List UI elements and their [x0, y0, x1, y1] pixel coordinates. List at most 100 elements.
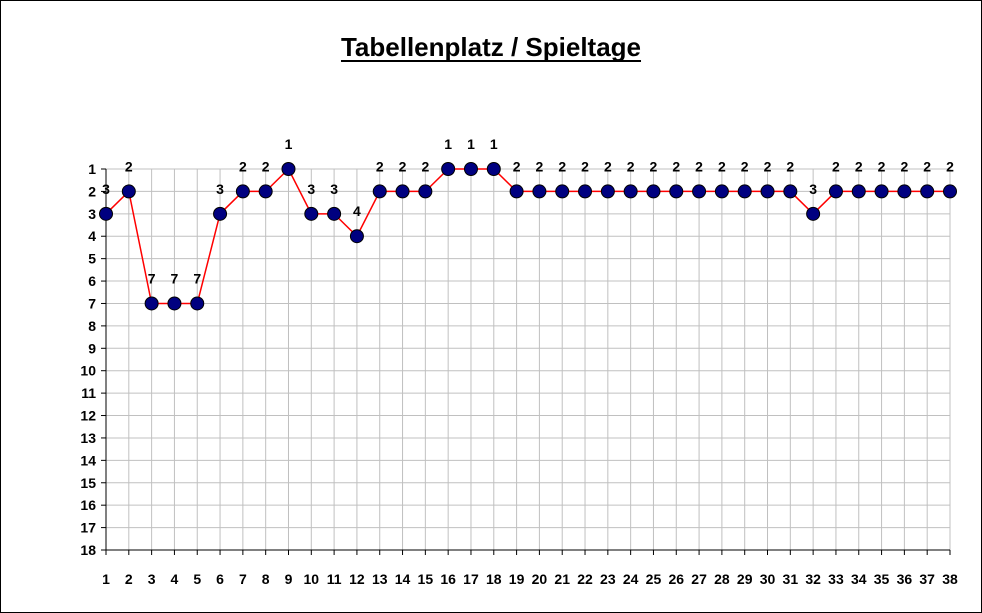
y-tick-label: 4: [88, 228, 96, 244]
y-tick-label: 10: [80, 363, 96, 379]
data-label: 2: [878, 158, 886, 174]
data-label: 2: [764, 158, 772, 174]
x-tick-label: 20: [532, 571, 548, 587]
data-point-marker: [555, 184, 570, 199]
data-point-marker: [418, 184, 433, 199]
x-tick-label: 6: [216, 571, 224, 587]
y-tick-label: 6: [88, 273, 96, 289]
data-point-marker: [99, 206, 113, 221]
x-tick-label: 18: [486, 571, 502, 587]
x-tick-label: 36: [897, 571, 913, 587]
data-point-marker: [213, 206, 228, 221]
data-label: 2: [125, 158, 133, 174]
data-point-marker: [349, 229, 364, 244]
data-label: 2: [627, 158, 635, 174]
data-label: 4: [353, 203, 361, 219]
y-tick-label: 11: [81, 385, 96, 401]
y-tick-label: 2: [88, 183, 96, 199]
x-tick-label: 25: [646, 571, 662, 587]
x-tick-label: 7: [239, 571, 247, 587]
x-tick-label: 38: [942, 571, 958, 587]
x-tick-label: 2: [125, 571, 133, 587]
x-tick-label: 9: [285, 571, 293, 587]
data-label: 1: [285, 136, 293, 152]
x-tick-label: 1: [102, 571, 110, 587]
chart-title: Tabellenplatz / Spieltage: [341, 32, 641, 62]
data-point-marker: [532, 184, 547, 199]
y-tick-label: 5: [88, 251, 96, 267]
data-label: 2: [923, 158, 931, 174]
x-tick-label: 17: [463, 571, 479, 587]
x-tick-label: 27: [691, 571, 707, 587]
data-label: 2: [421, 158, 429, 174]
x-tick-label: 24: [623, 571, 639, 587]
data-label: 2: [536, 158, 544, 174]
x-tick-label: 33: [828, 571, 844, 587]
data-label: 3: [330, 181, 338, 197]
data-label: 3: [102, 181, 110, 197]
data-label: 2: [786, 158, 794, 174]
x-tick-label: 12: [349, 571, 365, 587]
x-tick-label: 15: [418, 571, 434, 587]
data-point-marker: [806, 206, 821, 221]
data-label: 1: [490, 136, 498, 152]
data-label: 2: [581, 158, 589, 174]
data-point-marker: [828, 184, 843, 199]
data-label: 1: [467, 136, 475, 152]
data-point-marker: [144, 296, 159, 311]
data-point-marker: [486, 162, 501, 176]
x-tick-label: 31: [783, 571, 799, 587]
data-label: 2: [239, 158, 247, 174]
data-label: 2: [399, 158, 407, 174]
data-label: 2: [855, 158, 863, 174]
data-point-marker: [692, 184, 707, 199]
y-tick-label: 9: [88, 340, 96, 356]
data-point-marker: [190, 296, 205, 311]
y-tick-label: 12: [80, 408, 96, 424]
x-tick-label: 4: [171, 571, 179, 587]
data-point-marker: [737, 184, 752, 199]
data-label: 2: [900, 158, 908, 174]
data-label: 2: [513, 158, 521, 174]
data-point-marker: [463, 162, 478, 176]
x-tick-label: 3: [148, 571, 156, 587]
data-label: 3: [216, 181, 224, 197]
x-tick-label: 5: [193, 571, 201, 587]
data-point-marker: [600, 184, 615, 199]
data-label: 2: [832, 158, 840, 174]
y-tick-label: 16: [80, 497, 96, 513]
data-point-marker: [669, 184, 684, 199]
data-point-marker: [920, 184, 935, 199]
data-point-marker: [258, 184, 273, 199]
x-tick-label: 34: [851, 571, 867, 587]
data-label: 2: [604, 158, 612, 174]
x-tick-label: 26: [668, 571, 684, 587]
data-label: 3: [809, 181, 817, 197]
x-tick-label: 10: [304, 571, 320, 587]
data-point-marker: [372, 184, 387, 199]
data-label: 2: [946, 158, 954, 174]
x-tick-label: 8: [262, 571, 270, 587]
y-tick-label: 15: [80, 475, 96, 491]
data-label: 2: [718, 158, 726, 174]
data-label: 2: [376, 158, 384, 174]
x-tick-label: 30: [760, 571, 776, 587]
data-label: 7: [171, 270, 179, 286]
data-point-marker: [851, 184, 866, 199]
x-tick-label: 22: [577, 571, 593, 587]
y-tick-label: 18: [80, 542, 96, 558]
data-label: 2: [262, 158, 270, 174]
y-tick-label: 17: [80, 520, 96, 536]
x-tick-label: 32: [805, 571, 821, 587]
grid-layer: [105, 168, 951, 551]
data-point-marker: [509, 184, 524, 199]
y-tick-label: 14: [80, 452, 96, 468]
x-tick-label: 19: [509, 571, 525, 587]
data-label: 7: [193, 270, 201, 286]
data-point-marker: [623, 184, 638, 199]
x-tick-label: 16: [440, 571, 456, 587]
y-tick-label: 7: [88, 295, 96, 311]
